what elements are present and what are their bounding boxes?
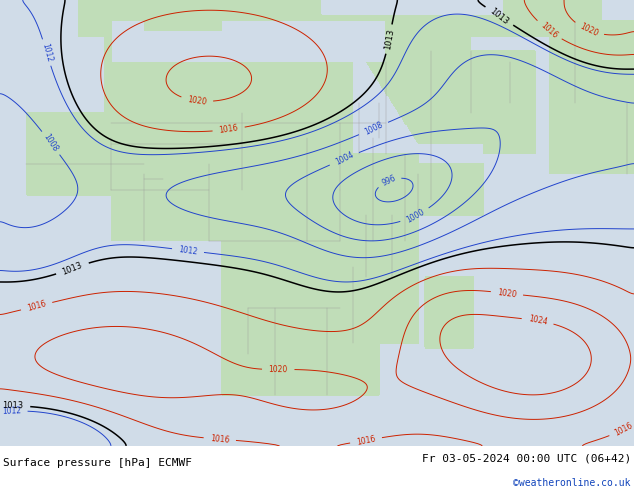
- Text: 996: 996: [380, 173, 398, 188]
- Text: 1012: 1012: [2, 406, 21, 416]
- Text: 1016: 1016: [219, 123, 239, 135]
- Text: 1012: 1012: [40, 42, 53, 63]
- Text: 1013: 1013: [383, 28, 396, 50]
- Text: 1013: 1013: [488, 6, 510, 26]
- Text: 1020: 1020: [497, 288, 517, 299]
- Text: 1008: 1008: [42, 133, 60, 153]
- Text: 1016: 1016: [539, 21, 559, 40]
- Text: 1012: 1012: [178, 245, 198, 256]
- Text: 1004: 1004: [333, 150, 355, 167]
- Text: 1016: 1016: [356, 434, 377, 446]
- Text: 1016: 1016: [210, 434, 230, 444]
- Text: 1024: 1024: [527, 315, 548, 327]
- Text: 1020: 1020: [187, 95, 207, 107]
- Text: ©weatheronline.co.uk: ©weatheronline.co.uk: [514, 478, 631, 488]
- Text: 1020: 1020: [269, 365, 288, 374]
- Text: 1013: 1013: [2, 401, 23, 411]
- Text: Surface pressure [hPa] ECMWF: Surface pressure [hPa] ECMWF: [3, 458, 192, 468]
- Text: 1016: 1016: [26, 299, 47, 313]
- Text: 1013: 1013: [61, 260, 84, 276]
- Text: 1016: 1016: [613, 421, 634, 438]
- Text: 1008: 1008: [363, 120, 384, 137]
- Text: Fr 03-05-2024 00:00 UTC (06+42): Fr 03-05-2024 00:00 UTC (06+42): [422, 453, 631, 463]
- Text: 1000: 1000: [404, 207, 426, 224]
- Text: 1020: 1020: [578, 22, 599, 38]
